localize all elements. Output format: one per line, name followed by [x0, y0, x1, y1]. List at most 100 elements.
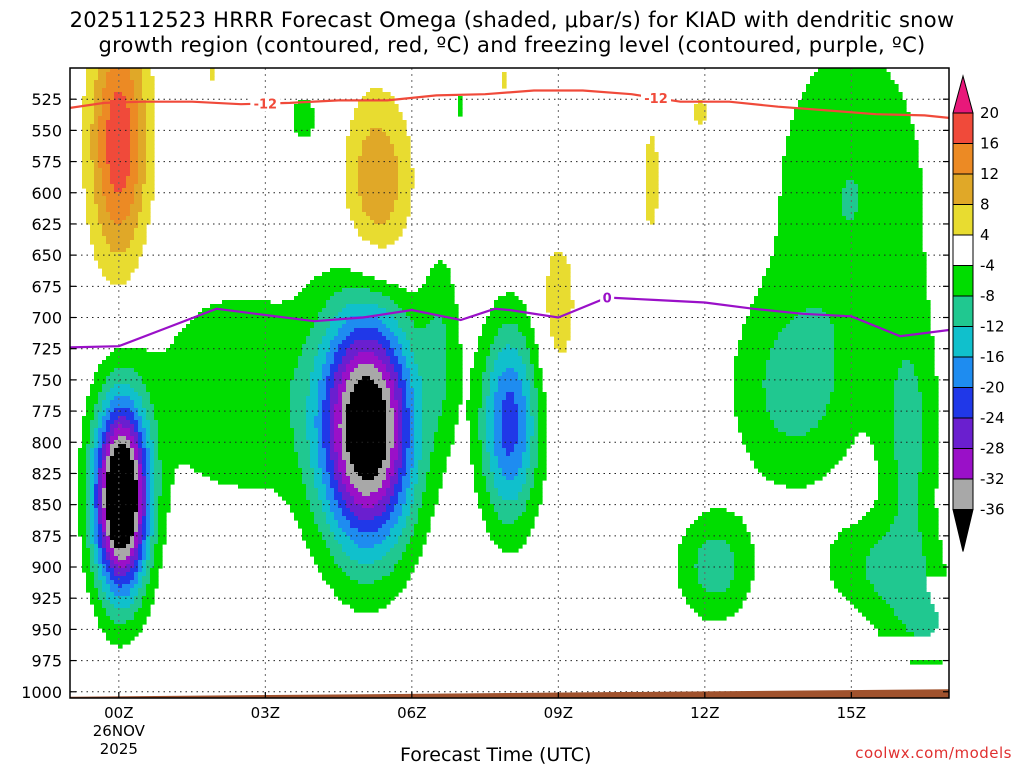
omega-cell — [146, 104, 155, 109]
omega-cell — [362, 200, 395, 205]
omega-cell — [86, 444, 95, 449]
omega-cell — [394, 432, 399, 437]
omega-cell — [130, 240, 147, 245]
omega-cell — [106, 508, 139, 513]
omega-cell — [922, 532, 939, 537]
omega-cell — [318, 344, 331, 349]
omega-cell — [906, 624, 939, 629]
omega-cell — [486, 524, 535, 529]
omega-cell — [478, 348, 491, 353]
omega-cell — [354, 464, 383, 469]
omega-cell — [106, 632, 139, 637]
omega-cell — [110, 388, 135, 393]
omega-cell — [526, 368, 535, 373]
omega-cell — [350, 392, 383, 397]
omega-cell — [138, 552, 143, 557]
omega-cell — [842, 188, 859, 193]
omega-cell — [834, 348, 935, 353]
omega-cell — [922, 440, 939, 445]
omega-cell — [906, 628, 935, 633]
omega-cell — [350, 376, 363, 381]
omega-cell — [482, 464, 491, 469]
omega-cell — [298, 360, 315, 365]
omega-cell — [146, 132, 155, 137]
omega-cell — [514, 476, 527, 481]
omega-cell — [878, 632, 915, 637]
omega-cell — [894, 380, 919, 385]
omega-cell — [322, 412, 331, 417]
omega-cell — [382, 292, 455, 297]
omega-cell — [394, 524, 407, 529]
omega-cell — [766, 272, 927, 277]
omega-cell — [318, 408, 323, 413]
omega-cell — [386, 336, 399, 341]
omega-cell — [842, 192, 859, 197]
omega-cell — [342, 492, 351, 497]
omega-cell — [918, 388, 939, 393]
omega-cell — [98, 424, 103, 429]
omega-cell — [134, 92, 143, 97]
omega-cell — [410, 484, 415, 489]
omega-cell — [478, 500, 491, 505]
omega-cell — [334, 380, 343, 385]
omega-cell — [386, 364, 395, 369]
omega-cell — [334, 588, 403, 593]
omega-cell — [374, 580, 407, 585]
omega-cell — [106, 556, 111, 561]
omega-cell — [530, 464, 539, 469]
omega-cell — [330, 408, 335, 413]
omega-cell — [870, 580, 927, 585]
omega-cell — [106, 148, 131, 153]
omega-cell — [874, 588, 927, 593]
omega-cell — [338, 524, 351, 529]
omega-cell — [750, 452, 847, 457]
omega-cell — [426, 276, 451, 281]
omega-cell — [98, 136, 107, 141]
grid-lines — [70, 68, 949, 698]
omega-cell — [350, 400, 387, 405]
omega-cell — [138, 488, 143, 493]
omega-cell — [310, 280, 387, 285]
omega-cell — [134, 96, 143, 101]
omega-cell — [926, 572, 947, 577]
omega-cell — [390, 500, 399, 505]
omega-cell — [350, 456, 387, 461]
omega-cell — [518, 420, 527, 425]
omega-cell — [106, 440, 111, 445]
omega-cell — [478, 432, 487, 437]
omega-cell — [134, 416, 143, 421]
omega-cell — [306, 416, 315, 421]
omega-cell — [94, 440, 99, 445]
omega-cell — [750, 456, 843, 461]
omega-cell — [498, 388, 523, 393]
omega-cell — [334, 536, 351, 541]
omega-cell — [90, 520, 95, 525]
x-tick-label: 00Z — [104, 704, 133, 722]
omega-cell — [338, 332, 351, 337]
omega-cell — [166, 348, 303, 353]
y-tick-label: 575 — [31, 153, 62, 172]
omega-cell — [494, 508, 527, 513]
omega-cell — [146, 456, 151, 461]
omega-cell — [86, 460, 91, 465]
omega-cell — [134, 476, 139, 481]
omega-cell — [490, 500, 527, 505]
omega-cell — [514, 396, 527, 401]
omega-cell — [302, 344, 319, 349]
omega-cell — [158, 520, 167, 525]
omega-cell — [302, 476, 315, 481]
omega-cell — [154, 412, 291, 417]
omega-cell — [102, 420, 107, 425]
omega-cell — [406, 468, 411, 473]
omega-cell — [86, 572, 95, 577]
omega-cell — [98, 260, 139, 265]
omega-cell — [334, 412, 343, 417]
omega-cell — [898, 372, 915, 377]
omega-cell — [102, 504, 107, 509]
omega-cell — [294, 428, 307, 433]
omega-cell — [346, 384, 355, 389]
omega-cell — [146, 560, 155, 565]
omega-cell — [698, 612, 735, 617]
omega-cell — [110, 168, 131, 173]
omega-cell — [506, 292, 515, 297]
